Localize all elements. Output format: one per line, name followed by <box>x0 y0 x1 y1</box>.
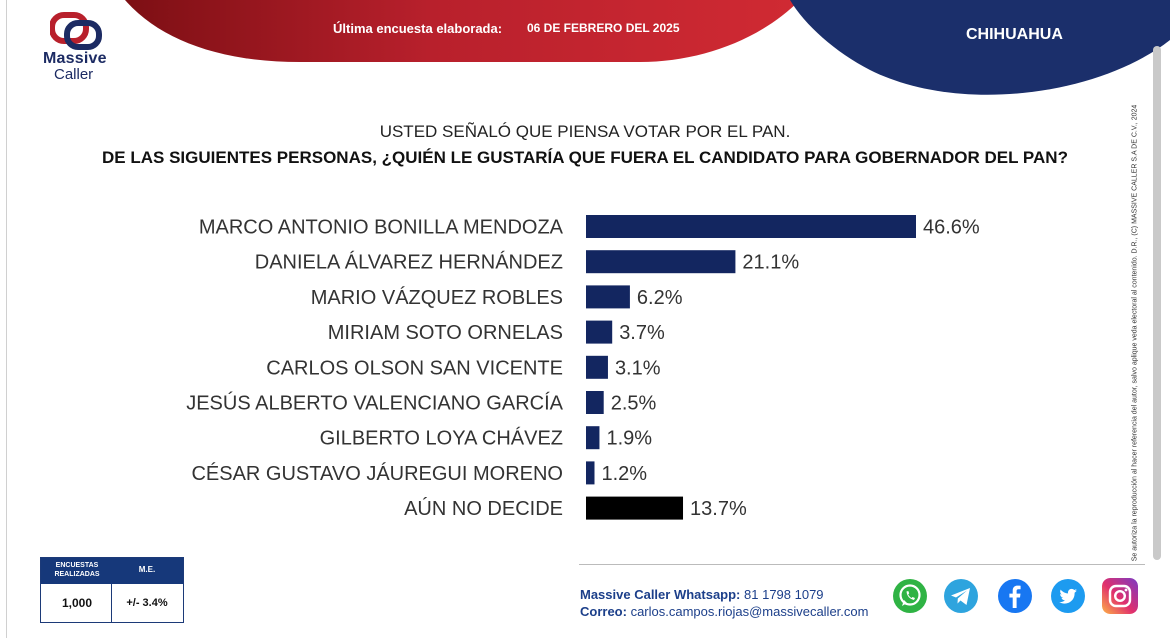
category-label: AÚN NO DECIDE <box>404 497 563 520</box>
category-label: MARCO ANTONIO BONILLA MENDOZA <box>199 217 564 239</box>
value-label: 13.7% <box>690 498 747 520</box>
value-label: 3.7% <box>619 322 665 344</box>
category-label: GILBERTO LOYA CHÁVEZ <box>320 427 563 450</box>
state-name: CHIHUAHUA <box>966 26 1063 43</box>
logo-mark-icon <box>50 12 102 50</box>
bar <box>586 355 608 379</box>
margin-error-value: +/- 3.4% <box>126 597 168 609</box>
value-label: 6.2% <box>637 287 683 309</box>
question-title: DE LAS SIGUIENTES PERSONAS, ¿QUIÉN LE GU… <box>102 148 1068 167</box>
copyright-note: Se autoriza la reproducción al hacer ref… <box>1128 104 1142 561</box>
bar <box>586 320 613 344</box>
surveys-header: ENCUESTAS REALIZADAS <box>54 562 100 578</box>
value-label: 2.5% <box>611 393 657 415</box>
stats-header <box>41 558 183 584</box>
bar <box>586 250 736 274</box>
bar <box>586 461 595 485</box>
category-label: DANIELA ÁLVAREZ HERNÁNDEZ <box>255 251 563 274</box>
twitter-icon[interactable] <box>1050 578 1086 614</box>
instagram-icon[interactable] <box>1102 578 1138 614</box>
copyright-text: Se autoriza la reproducción al hacer ref… <box>1131 104 1139 561</box>
header-shapes <box>125 0 1170 95</box>
email-contact: Correo: carlos.campos.riojas@massivecall… <box>580 604 868 619</box>
email-label: Correo: <box>580 604 627 619</box>
survey-stats-box: ENCUESTAS REALIZADAS M.E. 1,000 +/- 3.4% <box>40 557 184 623</box>
survey-date: 06 DE FEBRERO DEL 2025 <box>527 21 680 35</box>
value-label: 1.9% <box>606 428 652 450</box>
whatsapp-number[interactable]: 81 1798 1079 <box>744 587 824 602</box>
question-intro: USTED SEÑALÓ QUE PIENSA VOTAR POR EL PAN… <box>379 122 791 141</box>
survey-date-label: Última encuesta elaborada: <box>333 21 503 36</box>
brand-name-line1: Massive <box>43 50 107 67</box>
header-navy-shape <box>790 0 1170 95</box>
category-label: CARLOS OLSON SAN VICENTE <box>266 357 563 379</box>
email-address[interactable]: carlos.campos.riojas@massivecaller.com <box>630 604 869 619</box>
footer-divider <box>579 564 1145 565</box>
facebook-icon[interactable] <box>997 578 1033 614</box>
bar <box>586 285 630 309</box>
stats-separator <box>111 584 112 622</box>
left-border <box>6 0 7 638</box>
brand-name-line2: Caller <box>54 66 94 83</box>
telegram-icon[interactable] <box>943 578 979 614</box>
scrollbar[interactable] <box>1153 46 1161 560</box>
category-label: MARIO VÁZQUEZ ROBLES <box>311 286 563 309</box>
massive-caller-logo <box>40 10 115 90</box>
margin-error-header: M.E. <box>138 565 156 574</box>
value-label: 1.2% <box>601 463 647 485</box>
category-label: MIRIAM SOTO ORNELAS <box>328 322 563 344</box>
bar <box>586 215 916 238</box>
surveys-value: 1,000 <box>61 596 93 610</box>
whatsapp-icon[interactable] <box>892 578 928 614</box>
header-red-banner <box>125 0 800 62</box>
value-label: 21.1% <box>742 252 799 274</box>
whatsapp-contact: Massive Caller Whatsapp: 81 1798 1079 <box>580 587 824 602</box>
bar <box>586 391 604 414</box>
whatsapp-label: Massive Caller Whatsapp: <box>580 587 741 602</box>
bar <box>586 426 600 450</box>
category-label: JESÚS ALBERTO VALENCIANO GARCÍA <box>186 392 563 415</box>
category-label: CÉSAR GUSTAVO JÁUREGUI MORENO <box>191 462 563 485</box>
bar <box>586 496 684 520</box>
value-label: 3.1% <box>615 357 661 379</box>
value-label: 46.6% <box>923 217 980 239</box>
